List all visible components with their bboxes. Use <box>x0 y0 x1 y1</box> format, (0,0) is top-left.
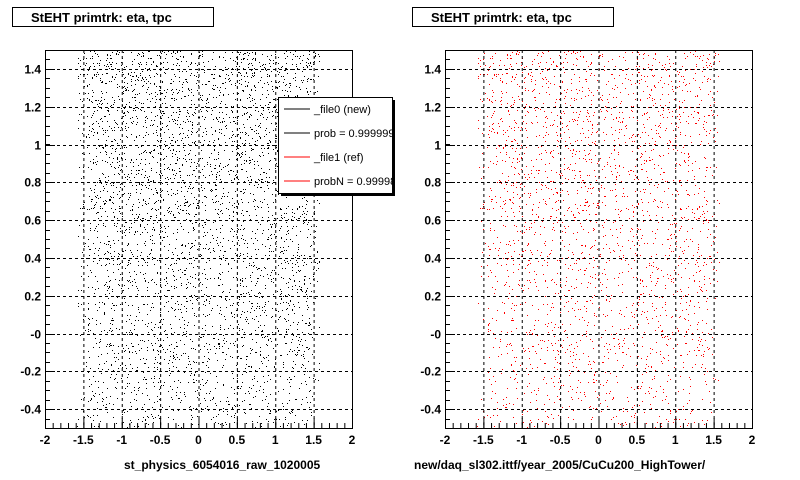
y-tick-label: -0 <box>430 328 441 342</box>
x-tick-label: 0 <box>595 433 602 447</box>
y-tick-label: 0.4 <box>424 252 441 266</box>
x-axis: -2 -1.5 -1 -0.5 0 0.5 1 1.5 2 <box>440 418 756 447</box>
legend-box <box>278 97 393 194</box>
y-tick-label: 0.8 <box>24 176 41 190</box>
x-tick-label: 1.5 <box>705 433 722 447</box>
y-tick-label: 0.6 <box>24 214 41 228</box>
x-tick-label: 2 <box>749 433 756 447</box>
x-tick-label: 1.5 <box>305 433 322 447</box>
x-tick-label: -0.5 <box>550 433 571 447</box>
x-tick-label: -1.5 <box>473 433 494 447</box>
legend-label: prob = 0.999999 <box>314 128 394 140</box>
x-tick-label: -1 <box>116 433 127 447</box>
plot-frame <box>445 50 753 429</box>
x-tick-label: 1 <box>272 433 279 447</box>
right-plot-title: StEHT primtrk: eta, tpc <box>412 7 614 27</box>
x-tick-label: 2 <box>349 433 356 447</box>
y-tick-label: 1.2 <box>24 101 41 115</box>
x-tick-label: -0.5 <box>150 433 171 447</box>
y-tick-label: -0.4 <box>420 403 441 417</box>
y-tick-label: 0.4 <box>24 252 41 266</box>
y-tick-label: 1.4 <box>24 63 41 77</box>
y-tick-label: 0.6 <box>424 214 441 228</box>
left-plot-caption: st_physics_6054016_raw_1020005 <box>124 458 321 472</box>
y-tick-label: 0.2 <box>24 290 41 304</box>
y-tick-label: 1.2 <box>424 101 441 115</box>
y-tick-label: -0.2 <box>20 365 41 379</box>
y-axis: -0.4 -0.2 -0 0.2 0.4 0.6 0.8 1 1.2 1.4 <box>20 50 55 429</box>
x-tick-label: 1 <box>672 433 679 447</box>
x-axis: -2 -1.5 -1 -0.5 0 0.5 1 1.5 2 <box>40 418 356 447</box>
right-plot-caption: new/daq_sl302.ittf/year_2005/CuCu200_Hig… <box>414 458 706 472</box>
x-tick-label: 0.5 <box>629 433 646 447</box>
grid-lines <box>445 50 752 428</box>
scatter-plot-right: -2 -1.5 -1 -0.5 0 0.5 1 1.5 2 -0.4 -0.2 -0 0.2 0.4 0.6… <box>420 50 756 447</box>
y-tick-label: -0 <box>30 328 41 342</box>
x-tick-label: -1 <box>516 433 527 447</box>
y-axis: -0.4 -0.2 -0 0.2 0.4 0.6 0.8 1 1.2 1.4 <box>420 50 455 429</box>
y-tick-label: -0.2 <box>420 365 441 379</box>
x-tick-label: -1.5 <box>73 433 94 447</box>
x-tick-label: -2 <box>40 433 51 447</box>
legend-label: _file0 (new) <box>313 104 371 116</box>
x-tick-label: 0 <box>195 433 202 447</box>
x-tick-label: -2 <box>440 433 451 447</box>
y-tick-label: 1 <box>34 139 41 153</box>
legend-label: probN = 0.999989 <box>314 176 402 188</box>
x-tick-label: 0.5 <box>229 433 246 447</box>
scatter-plot-left: -2 -1.5 -1 -0.5 0 0.5 1 1.5 2 -0.4 -0.2 -0 0.2 0.4 0.6… <box>20 50 356 447</box>
y-tick-label: 0.8 <box>424 176 441 190</box>
left-plot-title: StEHT primtrk: eta, tpc <box>12 7 214 27</box>
y-tick-label: -0.4 <box>20 403 41 417</box>
y-tick-label: 1.4 <box>424 63 441 77</box>
y-tick-label: 1 <box>434 139 441 153</box>
y-tick-label: 0.2 <box>424 290 441 304</box>
legend-label: _file1 (ref) <box>313 152 364 164</box>
legend: _file0 (new) prob = 0.999999 _file1 (ref) p… <box>278 97 402 196</box>
